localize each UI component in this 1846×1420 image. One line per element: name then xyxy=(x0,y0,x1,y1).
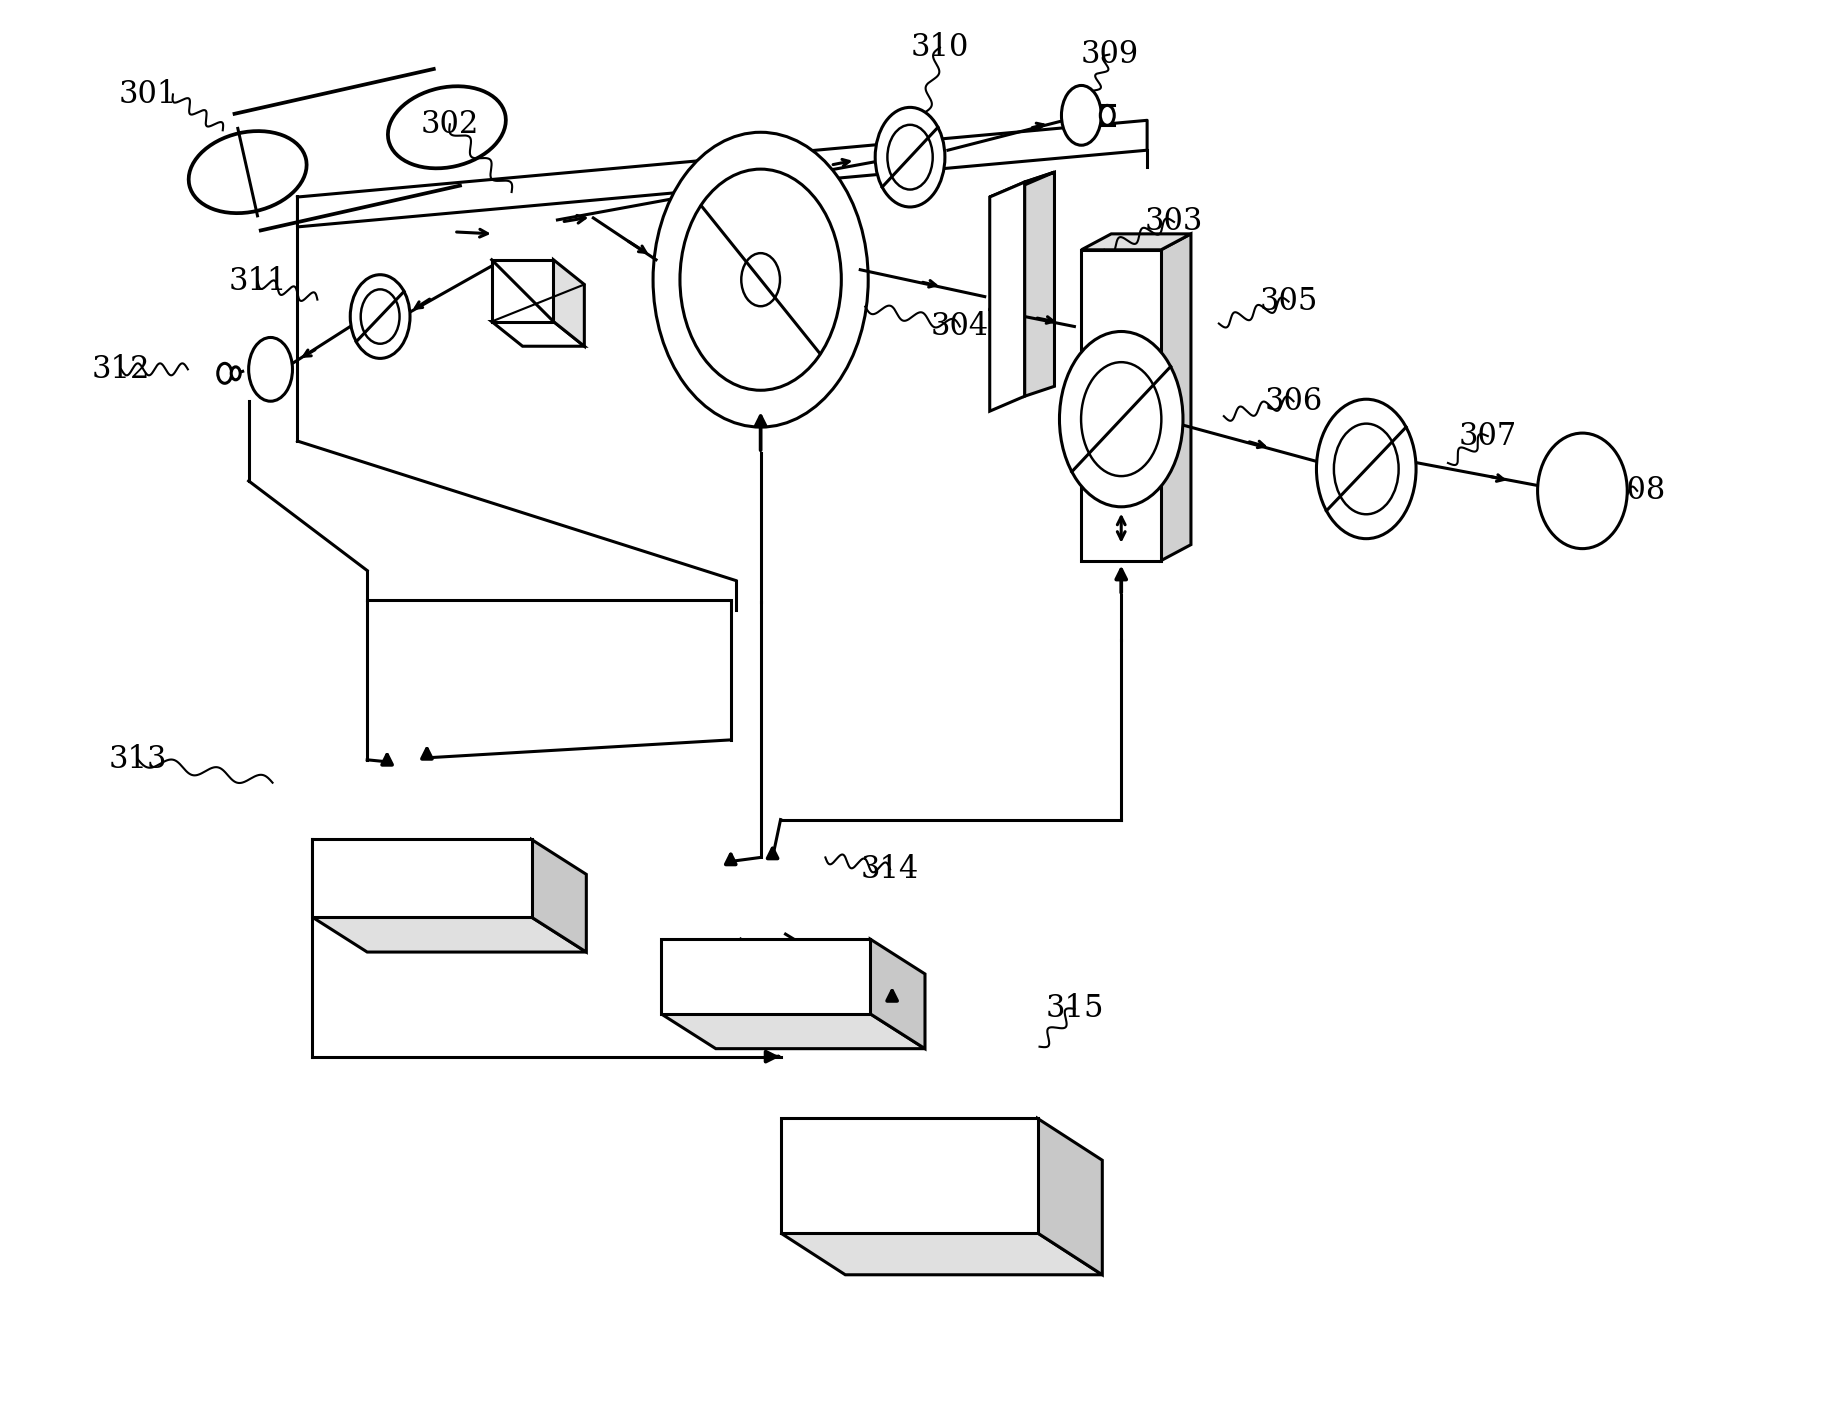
Text: 314: 314 xyxy=(860,853,919,885)
Ellipse shape xyxy=(351,274,410,358)
Polygon shape xyxy=(554,260,585,346)
Ellipse shape xyxy=(1100,105,1115,125)
Polygon shape xyxy=(1082,234,1191,250)
Text: 304: 304 xyxy=(930,311,989,342)
Ellipse shape xyxy=(188,131,306,213)
Ellipse shape xyxy=(1538,433,1626,548)
Text: 311: 311 xyxy=(229,266,286,297)
Polygon shape xyxy=(781,1119,1037,1233)
Ellipse shape xyxy=(1584,464,1624,517)
Text: 302: 302 xyxy=(421,109,480,139)
Polygon shape xyxy=(989,182,1025,412)
Polygon shape xyxy=(781,1233,1102,1275)
Polygon shape xyxy=(661,939,869,1014)
Text: 309: 309 xyxy=(1080,40,1139,70)
Text: 308: 308 xyxy=(1608,476,1667,507)
Text: 315: 315 xyxy=(1045,994,1104,1024)
Polygon shape xyxy=(491,321,585,346)
Polygon shape xyxy=(989,172,1054,197)
Polygon shape xyxy=(1037,1119,1102,1275)
Ellipse shape xyxy=(1060,331,1183,507)
Ellipse shape xyxy=(231,366,240,379)
Text: 305: 305 xyxy=(1259,285,1318,317)
Ellipse shape xyxy=(875,108,945,207)
Polygon shape xyxy=(312,917,587,951)
Polygon shape xyxy=(869,939,925,1048)
Ellipse shape xyxy=(653,132,868,427)
Ellipse shape xyxy=(249,338,292,402)
Polygon shape xyxy=(661,1014,925,1048)
Text: 310: 310 xyxy=(910,33,969,62)
Polygon shape xyxy=(491,260,554,321)
Text: 313: 313 xyxy=(109,744,168,775)
Ellipse shape xyxy=(1061,85,1102,145)
Text: 306: 306 xyxy=(1265,386,1324,416)
Text: 307: 307 xyxy=(1458,420,1517,452)
Polygon shape xyxy=(1025,172,1054,396)
Ellipse shape xyxy=(218,364,233,383)
Polygon shape xyxy=(1161,234,1191,561)
Text: 303: 303 xyxy=(1145,206,1204,237)
Text: 312: 312 xyxy=(92,354,150,385)
Polygon shape xyxy=(1082,250,1161,561)
Polygon shape xyxy=(312,839,532,917)
Polygon shape xyxy=(532,839,587,951)
Ellipse shape xyxy=(1316,399,1416,538)
Text: 301: 301 xyxy=(118,80,177,109)
